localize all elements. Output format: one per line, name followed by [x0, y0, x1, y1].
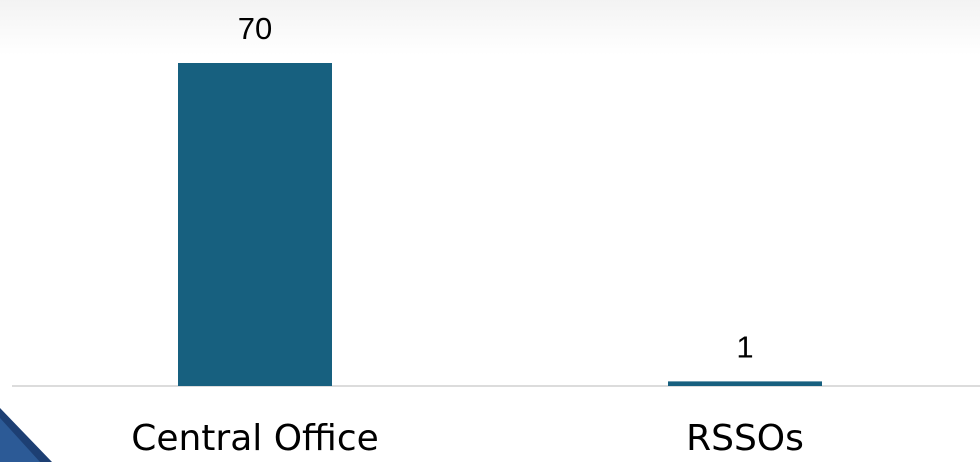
corner-decoration [0, 418, 40, 462]
x-tick-label: RSSOs [686, 418, 804, 459]
x-tick-label: Central Office [131, 418, 379, 459]
bar [668, 381, 822, 386]
bar [178, 63, 332, 386]
value-label: 70 [238, 11, 272, 46]
value-label: 1 [736, 330, 753, 365]
